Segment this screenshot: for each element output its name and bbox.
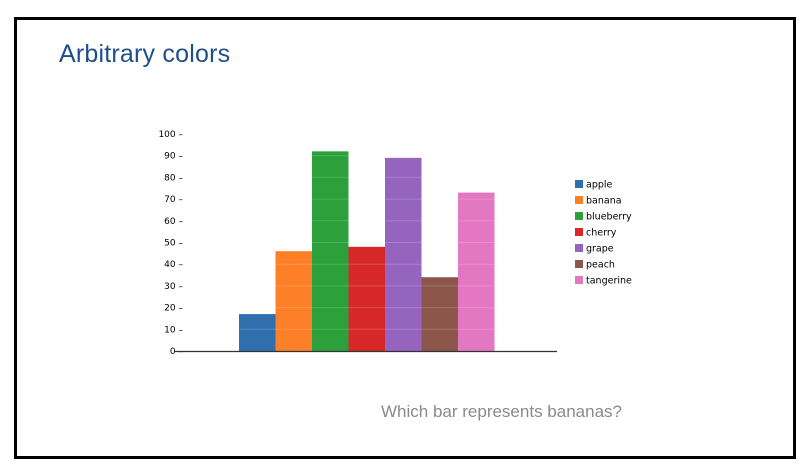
bars-group (239, 151, 495, 351)
bar-banana (275, 251, 312, 351)
question-text: Which bar represents bananas? (381, 402, 622, 421)
bar-blueberry (312, 151, 349, 351)
y-tick-label-60: 60 – (164, 217, 183, 227)
legend-swatch-apple (575, 180, 583, 188)
legend-swatch-peach (575, 260, 583, 268)
slide-frame: Arbitrary colors 0 –10 –20 –30 –40 –50 –… (14, 17, 796, 459)
legend-swatch-blueberry (575, 212, 583, 220)
y-axis: 0 –10 –20 –30 –40 –50 –60 –70 –80 –90 –1… (158, 130, 183, 357)
y-tick-label-10: 10 – (164, 325, 183, 335)
y-tick-label-70: 70 – (164, 195, 183, 205)
legend-label-banana: banana (586, 196, 622, 207)
bar-peach (421, 277, 458, 351)
bar-chart: 0 –10 –20 –30 –40 –50 –60 –70 –80 –90 –1… (158, 130, 632, 357)
y-tick-label-30: 30 – (164, 282, 183, 292)
legend-label-tangerine: tangerine (586, 276, 632, 287)
legend-label-cherry: cherry (586, 228, 617, 239)
y-tick-label-90: 90 – (164, 152, 183, 162)
legend-label-grape: grape (586, 244, 614, 255)
y-tick-label-20: 20 – (164, 304, 183, 314)
legend-label-peach: peach (586, 260, 615, 271)
legend-swatch-cherry (575, 228, 583, 236)
y-tick-label-100: 100 – (158, 130, 183, 140)
y-tick-label-80: 80 – (164, 173, 183, 183)
legend-label-blueberry: blueberry (586, 212, 632, 223)
y-tick-label-50: 50 – (164, 239, 183, 249)
slide-title: Arbitrary colors (59, 40, 231, 68)
y-tick-label-40: 40 – (164, 260, 183, 270)
bar-grape (385, 157, 422, 351)
bar-apple (239, 314, 276, 351)
legend: apple banana blueberry cherry grape peach tang… (575, 180, 632, 287)
legend-swatch-tangerine (575, 276, 583, 284)
bar-cherry (348, 246, 385, 351)
bar-tangerine (458, 192, 495, 351)
legend-swatch-banana (575, 196, 583, 204)
legend-label-apple: apple (586, 180, 613, 191)
legend-swatch-grape (575, 244, 583, 252)
